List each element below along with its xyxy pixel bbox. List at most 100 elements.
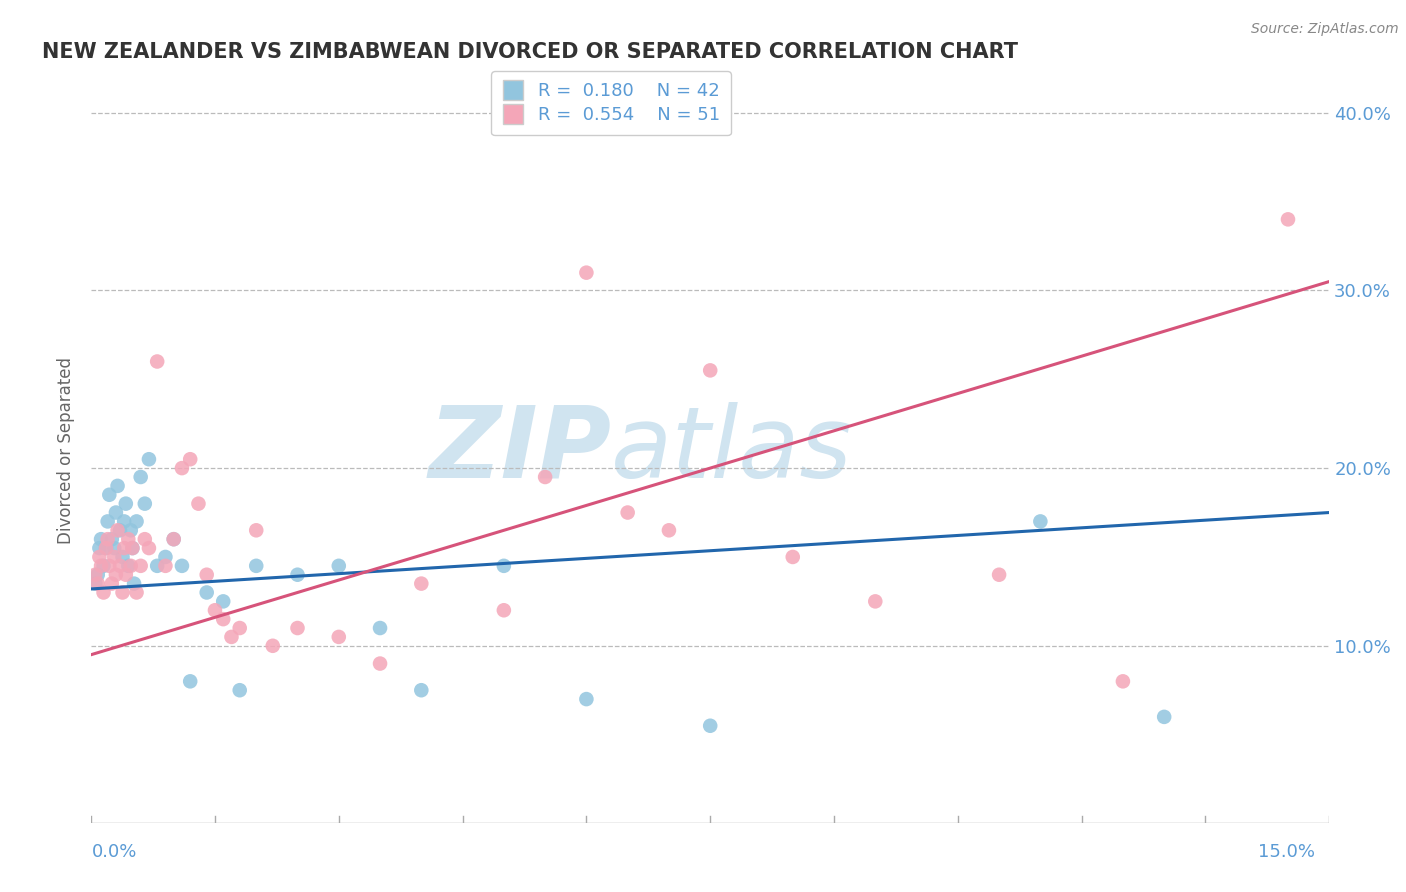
Point [103,541,125,555]
Point [104,567,127,582]
Point [163,532,186,546]
Point [699,719,721,733]
Point [107,524,129,538]
Point [89,549,111,564]
Point [155,558,177,573]
Point [411,683,433,698]
Legend: R =  0.180    N = 42, R =  0.554    N = 51: R = 0.180 N = 42, R = 0.554 N = 51 [491,71,731,136]
Point [146,558,169,573]
Point [87,567,110,582]
Point [98,558,121,573]
Point [108,558,131,573]
Point [111,549,134,564]
Point [125,515,148,529]
Point [90,532,112,546]
Point [122,576,145,591]
Point [117,532,139,546]
Point [112,541,135,555]
Point [125,585,148,599]
Point [179,674,201,689]
Point [146,354,169,368]
Point [287,621,309,635]
Point [84,576,107,591]
Point [93,558,115,573]
Point [138,452,160,467]
Text: Source: ZipAtlas.com: Source: ZipAtlas.com [1251,22,1399,37]
Point [195,585,218,599]
Point [170,461,193,475]
Point [89,541,111,555]
Point [616,506,638,520]
Point [121,541,143,555]
Point [782,549,804,564]
Point [114,497,136,511]
Point [212,594,235,608]
Point [699,363,721,377]
Point [245,524,267,538]
Point [287,567,309,582]
Point [658,524,681,538]
Point [104,506,127,520]
Text: NEW ZEALANDER VS ZIMBABWEAN DIVORCED OR SEPARATED CORRELATION CHART: NEW ZEALANDER VS ZIMBABWEAN DIVORCED OR … [42,42,1018,62]
Point [492,558,515,573]
Point [103,549,125,564]
Point [245,558,267,573]
Point [97,515,120,529]
Point [117,558,139,573]
Point [575,692,598,706]
Point [94,541,117,555]
Point [121,541,143,555]
Point [87,576,110,591]
Point [111,585,134,599]
Point [534,470,557,484]
Point [107,479,129,493]
Point [114,567,136,582]
Point [84,567,107,582]
Point [120,524,142,538]
Point [155,549,177,564]
Point [94,541,117,555]
Text: 15.0%: 15.0% [1257,843,1315,861]
Point [93,585,115,599]
Point [195,567,218,582]
Point [262,639,284,653]
Point [134,497,156,511]
Point [204,603,226,617]
Point [179,452,201,467]
Point [1029,515,1052,529]
Y-axis label: Divorced or Separated: Divorced or Separated [58,357,75,544]
Point [575,266,598,280]
Point [187,497,209,511]
Point [98,488,121,502]
Point [170,558,193,573]
Point [229,683,252,698]
Point [101,532,124,546]
Point [112,515,135,529]
Point [97,532,120,546]
Point [229,621,252,635]
Text: ZIP: ZIP [429,401,612,499]
Text: 0.0%: 0.0% [91,843,136,861]
Point [1112,674,1135,689]
Point [212,612,235,626]
Point [328,558,350,573]
Point [1277,212,1299,227]
Point [368,657,391,671]
Point [134,532,156,546]
Point [411,576,433,591]
Point [163,532,186,546]
Point [120,558,142,573]
Point [221,630,243,644]
Point [129,470,152,484]
Point [129,558,152,573]
Point [1153,710,1175,724]
Point [90,558,112,573]
Text: atlas: atlas [612,401,853,499]
Point [492,603,515,617]
Point [865,594,887,608]
Point [328,630,350,644]
Point [368,621,391,635]
Point [101,576,124,591]
Point [988,567,1011,582]
Point [138,541,160,555]
